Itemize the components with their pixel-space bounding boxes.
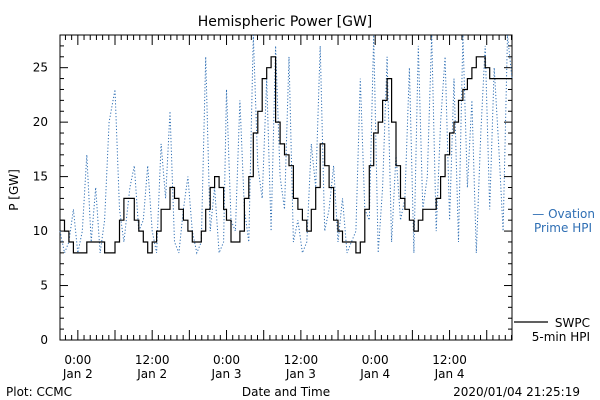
x-tick-time-label: 12:00 xyxy=(135,353,170,367)
x-tick-date-label: Jan 2 xyxy=(62,367,93,381)
x-tick-time-label: 0:00 xyxy=(362,353,389,367)
footer-left: Plot: CCMC xyxy=(6,385,72,399)
y-tick-label: 10 xyxy=(33,224,48,238)
x-tick-time-label: 12:00 xyxy=(432,353,467,367)
x-tick-date-label: Jan 3 xyxy=(211,367,242,381)
y-tick-label: 25 xyxy=(33,61,48,75)
chart-title: Hemispheric Power [GW] xyxy=(198,14,373,30)
y-axis-label: P [GW] xyxy=(7,169,21,211)
x-tick-time-label: 0:00 xyxy=(64,353,91,367)
y-tick-label: 5 xyxy=(40,279,48,293)
y-tick-label: 0 xyxy=(40,333,48,347)
legend-ovation-line1: — Ovation xyxy=(532,207,595,221)
y-tick-label: 15 xyxy=(33,170,48,184)
y-tick-label: 20 xyxy=(33,115,48,129)
plot-area xyxy=(59,34,513,341)
x-tick-date-label: Jan 4 xyxy=(359,367,390,381)
x-tick-date-label: Jan 3 xyxy=(285,367,316,381)
series-swpc xyxy=(60,56,512,254)
x-tick-date-label: Jan 4 xyxy=(434,367,465,381)
legend-swpc: SWPC 5-min HPI xyxy=(514,316,590,344)
x-axis-label: Date and Time xyxy=(242,385,330,399)
x-tick-time-label: 0:00 xyxy=(213,353,240,367)
legend-swpc-line1: SWPC xyxy=(555,316,590,330)
x-tick-date-label: Jan 2 xyxy=(136,367,167,381)
footer-timestamp: 2020/01/04 21:25:19 xyxy=(453,385,580,399)
legend-ovation: — Ovation Prime HPI xyxy=(532,207,595,235)
x-tick-time-label: 12:00 xyxy=(284,353,319,367)
legend-swpc-line2: 5-min HPI xyxy=(532,330,590,344)
legend-ovation-line2: Prime HPI xyxy=(534,221,592,235)
plot-frame xyxy=(59,34,513,341)
swpc-line xyxy=(60,56,512,254)
